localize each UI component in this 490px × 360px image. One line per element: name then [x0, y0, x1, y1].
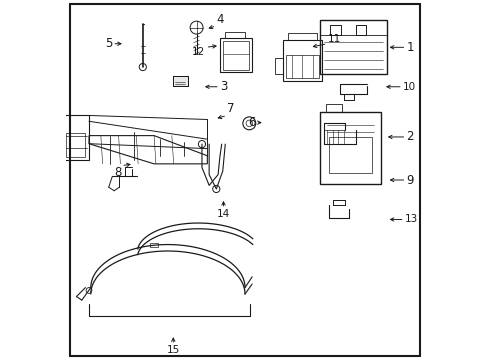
Bar: [286, 55, 318, 78]
Text: 14: 14: [217, 209, 230, 219]
Bar: [283, 40, 322, 81]
Bar: [223, 41, 249, 69]
Text: 5: 5: [105, 37, 112, 50]
Text: 10: 10: [403, 82, 416, 92]
Text: 7: 7: [227, 103, 235, 116]
Bar: [66, 133, 85, 157]
Bar: [150, 243, 158, 247]
Bar: [288, 33, 317, 40]
Text: 4: 4: [216, 13, 224, 26]
Text: 8: 8: [114, 166, 122, 179]
Bar: [329, 137, 372, 173]
Text: 2: 2: [406, 130, 414, 144]
Text: 15: 15: [167, 345, 180, 355]
Text: 6: 6: [248, 116, 256, 129]
Text: 9: 9: [406, 174, 414, 186]
Bar: [326, 104, 342, 112]
Bar: [320, 112, 381, 184]
Bar: [225, 32, 245, 39]
Bar: [356, 26, 366, 36]
Bar: [320, 21, 387, 74]
Bar: [275, 58, 283, 74]
Text: 1: 1: [406, 41, 414, 54]
Text: 13: 13: [405, 215, 418, 224]
Bar: [172, 76, 188, 86]
Text: 11: 11: [327, 34, 341, 44]
Text: 12: 12: [192, 47, 205, 57]
Text: 3: 3: [220, 80, 227, 93]
Bar: [220, 39, 252, 72]
Bar: [62, 116, 89, 160]
Bar: [330, 26, 341, 36]
